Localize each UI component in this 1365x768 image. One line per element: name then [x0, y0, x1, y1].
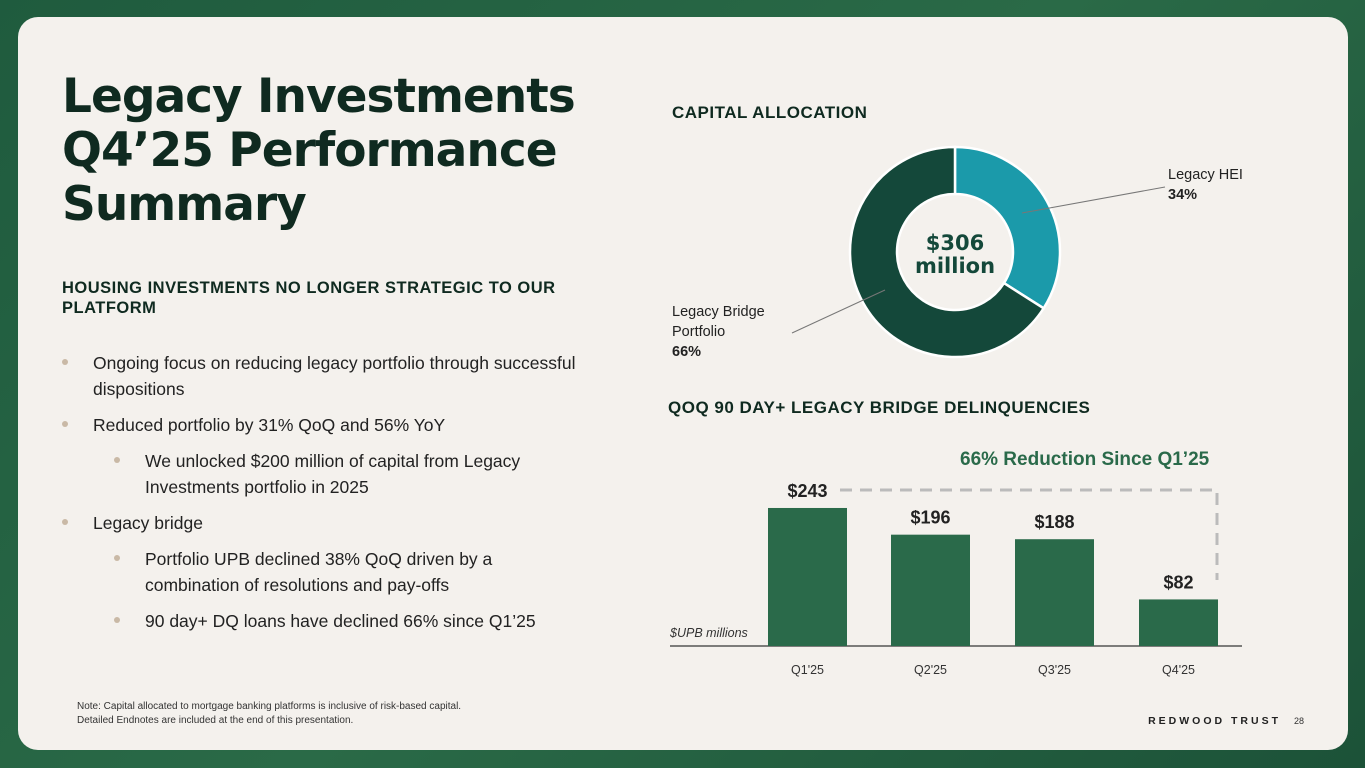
leader-line: [1021, 186, 1166, 214]
slide-card: [18, 17, 1348, 750]
bar: [1015, 539, 1094, 646]
slice-label-hei: Legacy HEI 34%: [1168, 165, 1243, 205]
bullet-item: Ongoing focus on reducing legacy portfol…: [62, 350, 582, 402]
leader-line: [791, 289, 886, 334]
bar: [891, 534, 970, 646]
bar-data-label: $82: [1163, 572, 1193, 592]
x-tick-label: Q2'25: [914, 663, 947, 677]
slice-value: 34%: [1168, 187, 1198, 203]
bullet-item: Legacy bridge: [62, 510, 582, 536]
slice-name: Legacy Bridge: [672, 304, 765, 320]
pie-title: CAPITAL ALLOCATION: [672, 103, 868, 122]
slice-name: Portfolio: [672, 324, 726, 340]
footnote: Note: Capital allocated to mortgage bank…: [77, 700, 461, 728]
pie-center-label: $306 million: [895, 232, 1015, 278]
slice-name: Legacy HEI: [1168, 167, 1243, 183]
brand-logo: REDWOOD TRUST: [1148, 715, 1281, 727]
title-line: Q4’25 Performance: [62, 123, 558, 178]
page-title: Legacy Investments Q4’25 Performance Sum…: [62, 69, 576, 232]
page-number: 28: [1294, 716, 1305, 726]
sub-bullet-item: 90 day+ DQ loans have declined 66% since…: [62, 608, 582, 634]
reduction-bracket: [840, 488, 1219, 580]
footnote-line: Detailed Endnotes are included at the en…: [77, 715, 354, 726]
x-tick-label: Q3'25: [1038, 663, 1071, 677]
bullet-item: Reduced portfolio by 31% QoQ and 56% YoY: [62, 412, 582, 438]
y-axis-label: $UPB millions: [669, 626, 748, 640]
bullet-list: Ongoing focus on reducing legacy portfol…: [62, 350, 582, 644]
slice-label-bridge: Legacy Bridge Portfolio 66%: [672, 302, 765, 362]
reduction-annotation: 66% Reduction Since Q1’25: [960, 449, 1210, 470]
subheading: HOUSING INVESTMENTS NO LONGER STRATEGIC …: [62, 279, 556, 317]
bar: [1139, 599, 1218, 646]
center-unit: million: [914, 254, 996, 278]
bar-title: QOQ 90 DAY+ LEGACY BRIDGE DELINQUENCIES: [668, 398, 1091, 417]
bar-data-label: $188: [1034, 512, 1074, 532]
bar: [768, 507, 847, 646]
pie-slice: [848, 145, 1046, 359]
x-tick-label: Q1'25: [791, 663, 824, 677]
sub-bullet-item: Portfolio UPB declined 38% QoQ driven by…: [62, 546, 582, 598]
title-line: Summary: [62, 177, 307, 232]
footnote-line: Note: Capital allocated to mortgage bank…: [77, 701, 462, 712]
center-value: $306: [925, 231, 985, 255]
bar-data-label: $196: [910, 508, 950, 528]
bar-data-label: $243: [787, 481, 827, 501]
slice-value: 66%: [672, 344, 702, 360]
x-tick-label: Q4'25: [1162, 663, 1195, 677]
sub-bullet-item: We unlocked $200 million of capital from…: [62, 448, 582, 500]
title-line: Legacy Investments: [62, 69, 576, 124]
pie-slice: [953, 145, 1062, 310]
